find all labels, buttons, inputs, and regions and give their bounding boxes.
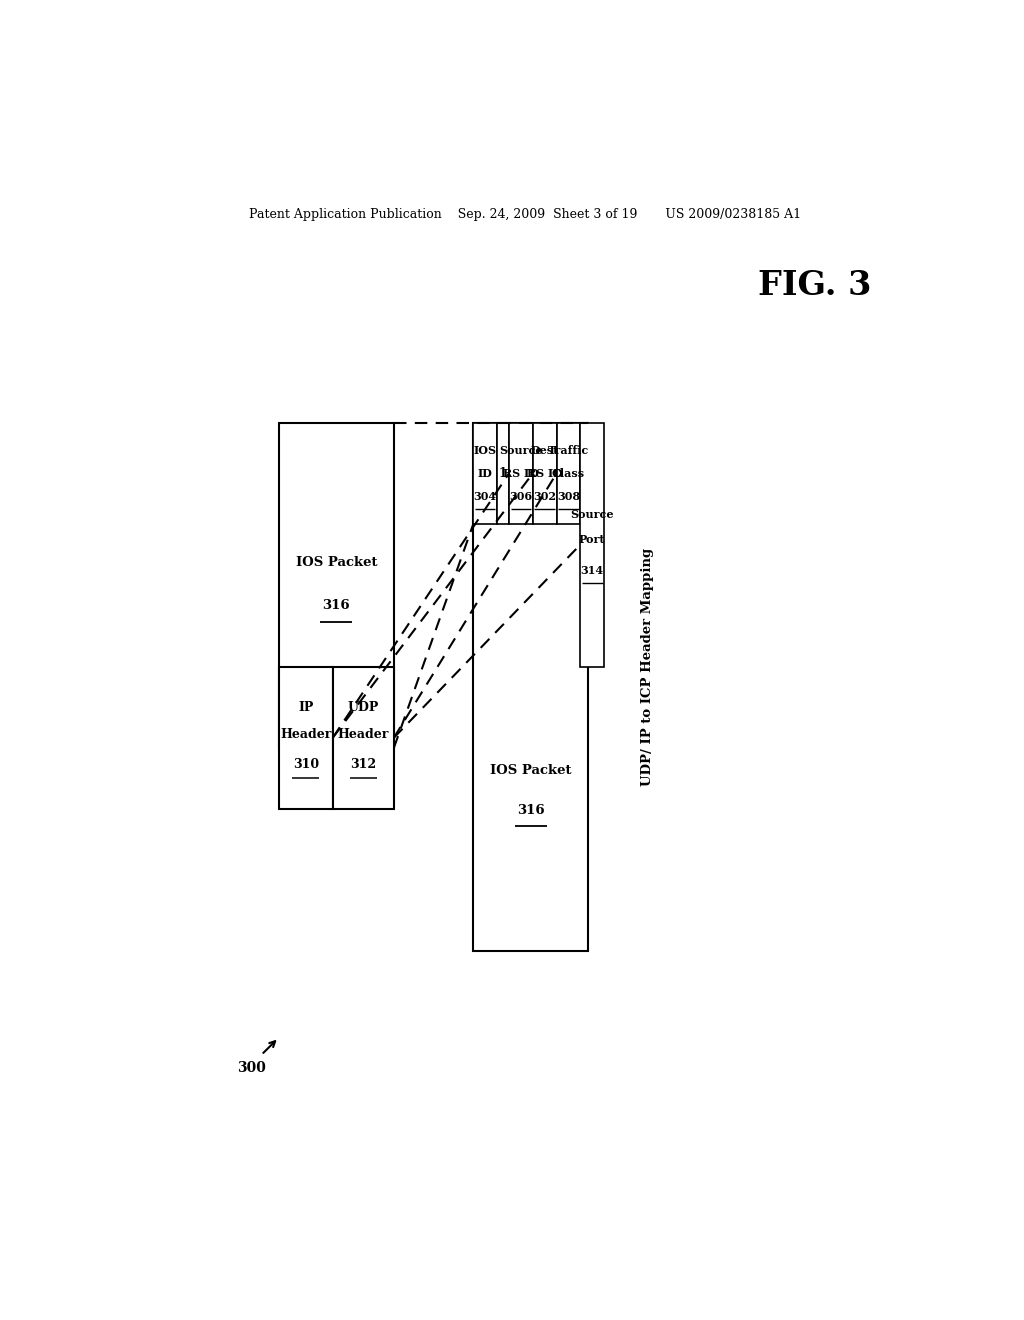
Text: RS ID: RS ID xyxy=(503,469,539,479)
Text: 310: 310 xyxy=(293,758,318,771)
Text: IOS Packet: IOS Packet xyxy=(296,557,377,569)
Text: 316: 316 xyxy=(517,804,545,817)
Text: 306: 306 xyxy=(509,491,532,503)
Text: ID: ID xyxy=(477,469,493,479)
Text: IP: IP xyxy=(298,701,313,714)
Text: Patent Application Publication    Sep. 24, 2009  Sheet 3 of 19       US 2009/023: Patent Application Publication Sep. 24, … xyxy=(249,207,801,220)
Bar xyxy=(509,422,532,524)
Bar xyxy=(279,667,333,809)
Text: RS ID: RS ID xyxy=(526,469,562,479)
Text: Header: Header xyxy=(281,729,332,742)
Text: 1: 1 xyxy=(499,467,507,480)
Text: 316: 316 xyxy=(323,599,350,612)
Text: 300: 300 xyxy=(237,1061,265,1074)
Text: Class: Class xyxy=(552,469,585,479)
Bar xyxy=(532,422,557,524)
Text: 302: 302 xyxy=(534,491,556,503)
Text: UDP: UDP xyxy=(347,701,379,714)
Text: IOS: IOS xyxy=(474,445,497,455)
Bar xyxy=(557,422,581,524)
Bar xyxy=(279,422,394,748)
Text: FIG. 3: FIG. 3 xyxy=(758,269,871,302)
Bar xyxy=(473,422,588,952)
Text: IOS Packet: IOS Packet xyxy=(490,764,571,776)
Text: Port: Port xyxy=(579,535,605,545)
Text: Dest: Dest xyxy=(530,445,559,455)
Text: UDP/ IP to ICP Header Mapping: UDP/ IP to ICP Header Mapping xyxy=(641,548,654,785)
Bar xyxy=(333,667,394,809)
Text: 304: 304 xyxy=(473,491,497,503)
Text: 314: 314 xyxy=(581,565,604,576)
Text: Traffic: Traffic xyxy=(548,445,589,455)
Text: 312: 312 xyxy=(350,758,377,771)
Bar xyxy=(581,422,604,667)
Text: Source: Source xyxy=(499,445,543,455)
Bar xyxy=(473,422,497,524)
Text: Source: Source xyxy=(570,508,614,520)
Text: Header: Header xyxy=(338,729,389,742)
Text: 308: 308 xyxy=(557,491,580,503)
Bar xyxy=(497,422,509,524)
